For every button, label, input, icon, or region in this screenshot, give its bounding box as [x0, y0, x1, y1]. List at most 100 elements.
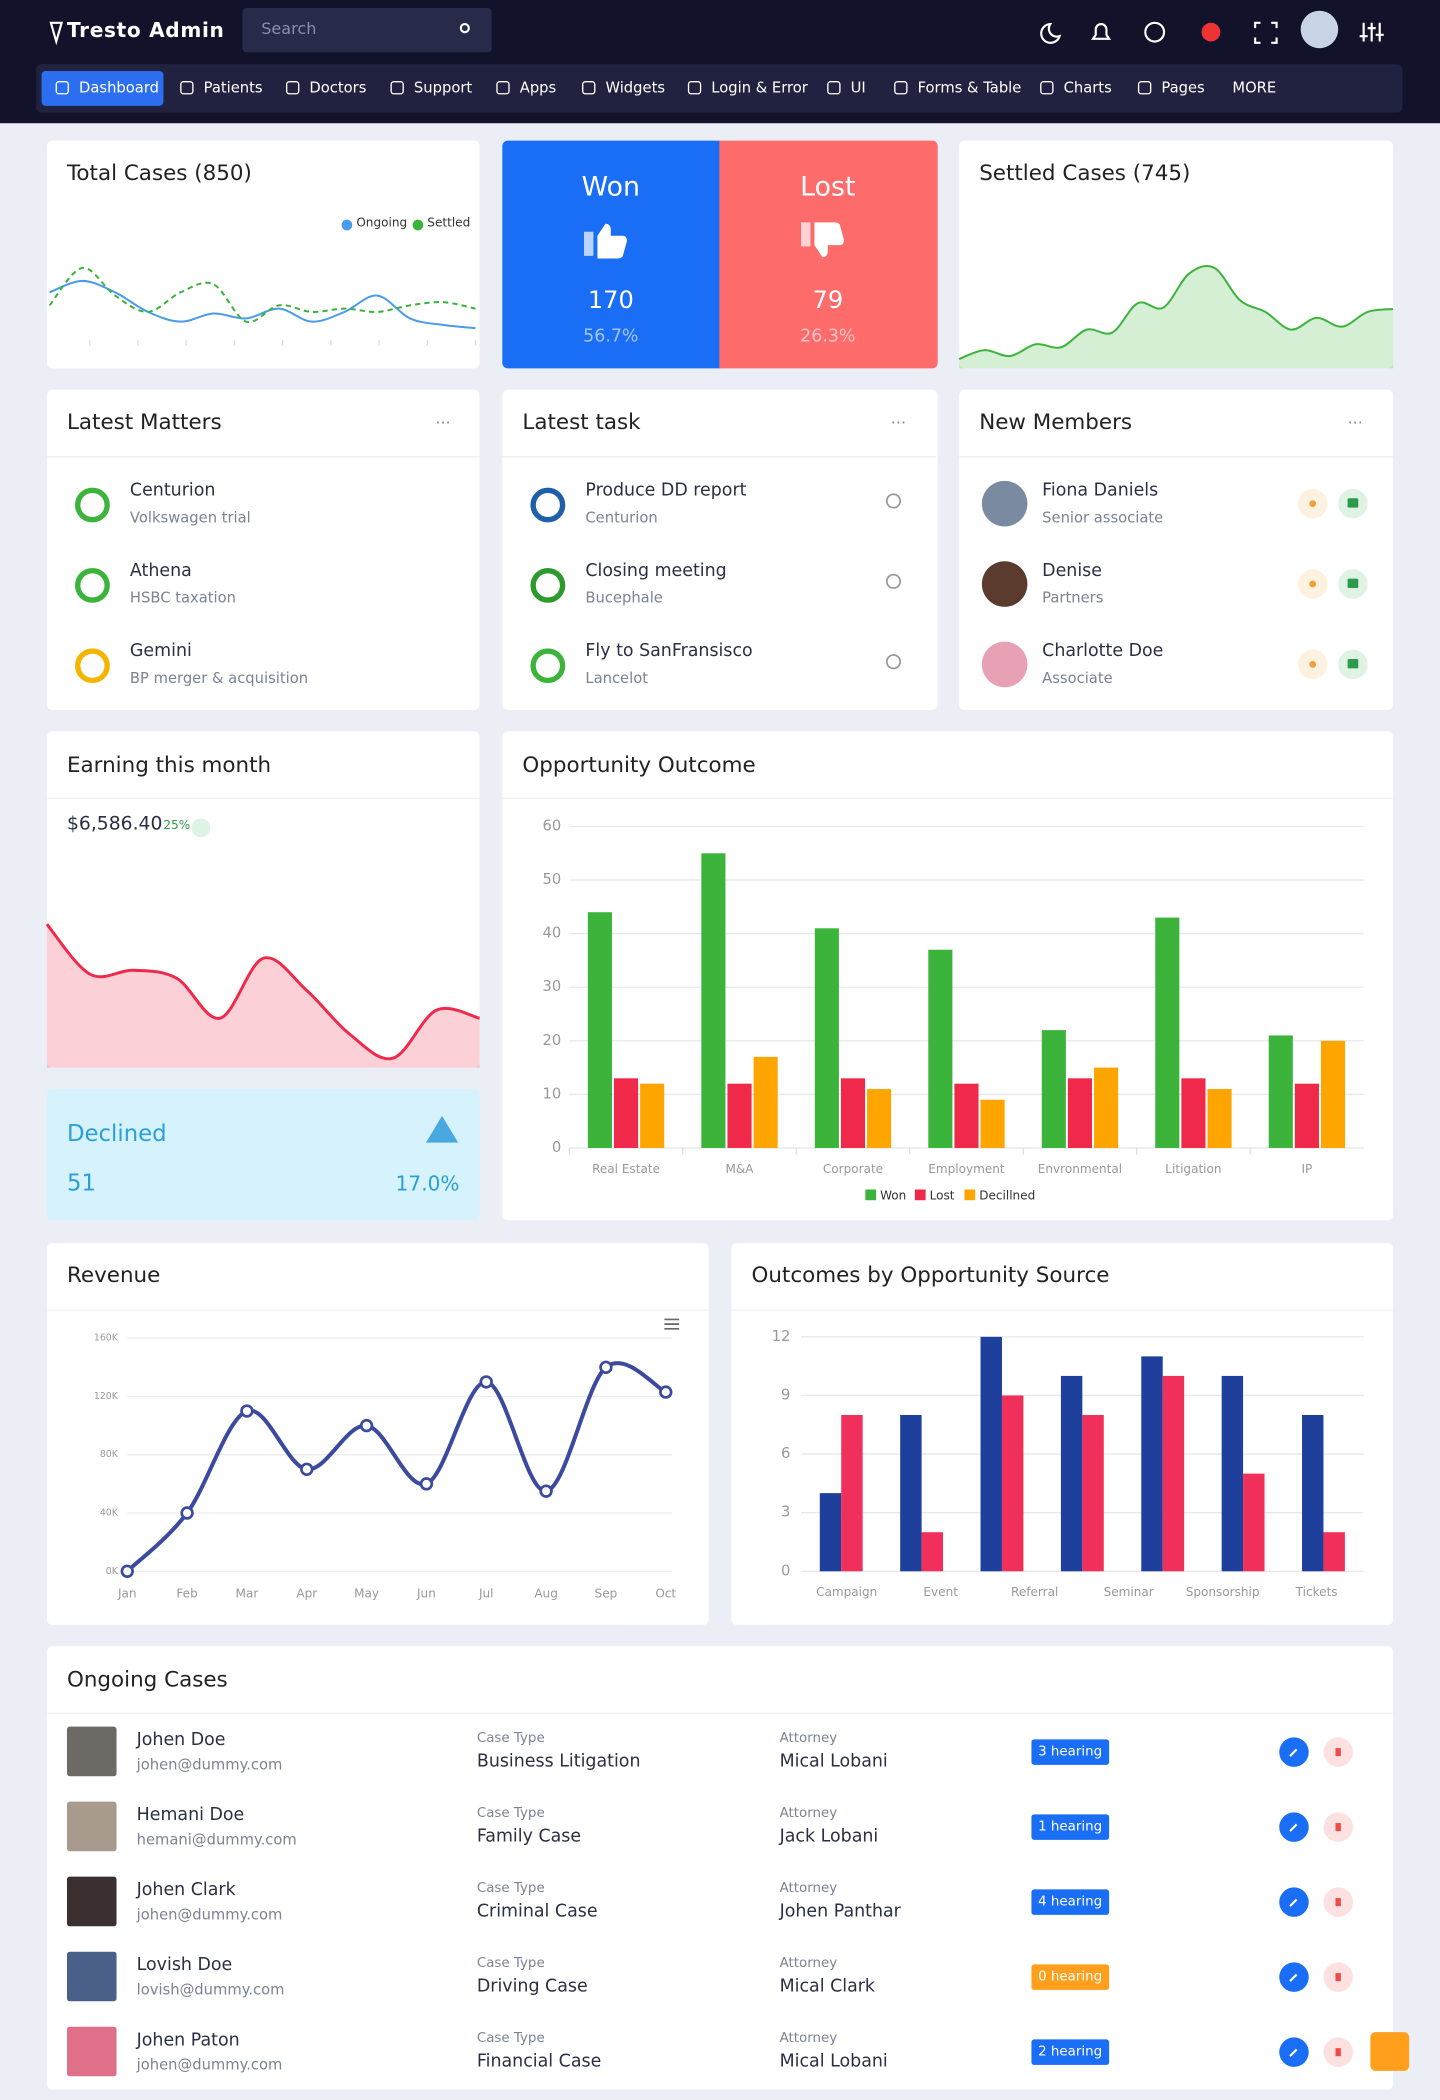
flag-icon[interactable]	[1201, 22, 1221, 42]
stat-label: Won	[581, 170, 640, 203]
item-detail: HSBC taxation	[129, 589, 236, 607]
bar	[1082, 1414, 1104, 1572]
case-type-label: Case Type	[476, 1731, 545, 1747]
nav-item[interactable]: Support	[413, 78, 473, 97]
x-tick-label: Apr	[296, 1587, 317, 1601]
case-type: Business Litigation	[476, 1751, 641, 1772]
client-email: johen@dummy.com	[136, 2056, 283, 2074]
point	[240, 1404, 254, 1418]
nav-item[interactable]: Dashboard	[79, 78, 159, 97]
chat-icon[interactable]	[1144, 21, 1166, 43]
item-detail: Lancelot	[585, 669, 649, 688]
attorney-label: Attorney	[779, 1881, 838, 1897]
stat-count: 170	[587, 286, 634, 315]
x-tick-label: May	[354, 1587, 379, 1601]
delete-icon	[1335, 1748, 1341, 1757]
bar	[727, 1083, 752, 1148]
hearing-badge: 1 hearing	[1031, 1814, 1109, 1840]
hearing-badge: 3 hearing	[1031, 1739, 1109, 1765]
edit-icon	[1289, 1973, 1298, 1982]
area-fill	[959, 265, 1394, 369]
stat-label: Lost	[800, 170, 856, 203]
case-avatar	[66, 1801, 117, 1852]
client-name: Johen Paton	[136, 2030, 240, 2051]
bar	[980, 1099, 1005, 1148]
nav-item[interactable]: Patients	[203, 78, 263, 97]
user-avatar[interactable]	[1300, 10, 1339, 49]
nav-icon	[582, 81, 596, 95]
nav-item[interactable]: Widgets	[605, 78, 666, 97]
bar	[1067, 1078, 1093, 1148]
x-tick-label: Campaign	[816, 1585, 877, 1599]
x-tick-label: Aug	[534, 1587, 558, 1601]
bar	[1141, 1356, 1163, 1572]
stat-percent: 56.7%	[583, 326, 639, 347]
card-title: Earning this month	[66, 751, 272, 778]
point	[120, 1564, 134, 1578]
bar	[1268, 1035, 1293, 1148]
point	[539, 1484, 553, 1498]
stat-percent: 26.3%	[800, 326, 856, 347]
x-tick-label: Seminar	[1104, 1585, 1154, 1599]
nav-item[interactable]: Pages	[1161, 78, 1205, 97]
nav-icon	[285, 81, 300, 95]
y-tick-label: 0K	[106, 1566, 119, 1577]
nav-icon	[894, 81, 908, 95]
case-type-label: Case Type	[476, 1881, 545, 1897]
y-tick-label: 10	[543, 1085, 562, 1102]
card-title: Revenue	[66, 1262, 161, 1288]
attorney: Mical Lobani	[779, 1751, 888, 1772]
bar	[1294, 1083, 1319, 1148]
task-check	[885, 573, 902, 589]
nav-icon	[827, 81, 841, 95]
case-avatar	[66, 2026, 117, 2077]
bar	[819, 1493, 842, 1572]
item-detail: BP merger & acquisition	[129, 669, 309, 688]
nav-item[interactable]: Login & Error	[711, 78, 808, 97]
nav-item[interactable]: Forms & Table	[917, 78, 1022, 97]
fullscreen-icon[interactable]	[1254, 21, 1278, 44]
float-button[interactable]	[1370, 2032, 1410, 2071]
task-check	[885, 493, 902, 509]
client-email: johen@dummy.com	[136, 1906, 283, 1924]
bell-icon[interactable]	[1091, 23, 1112, 40]
attorney-label: Attorney	[779, 1731, 838, 1747]
bar	[841, 1414, 863, 1572]
legend-label: Lost	[930, 1189, 955, 1203]
y-tick-label: 160K	[94, 1333, 119, 1344]
x-tick-label: M&A	[726, 1162, 755, 1176]
nav-item[interactable]: MORE	[1232, 78, 1277, 97]
declined-percent: 17.0%	[395, 1171, 460, 1196]
call-icon	[1309, 661, 1317, 668]
task-card	[502, 389, 938, 710]
item-logo	[530, 567, 566, 603]
case-avatar	[66, 1876, 117, 1927]
search-box[interactable]	[242, 8, 492, 53]
item-logo	[75, 648, 110, 684]
task-check	[885, 654, 902, 670]
nav-item[interactable]: Apps	[519, 78, 557, 97]
y-tick-label: 50	[543, 871, 562, 888]
edit-icon	[1289, 1898, 1298, 1907]
nav-item[interactable]: Doctors	[309, 78, 367, 97]
y-tick-label: 0	[552, 1139, 561, 1156]
call-icon	[1309, 500, 1317, 508]
bar	[840, 1078, 866, 1148]
bar	[587, 912, 612, 1148]
point	[359, 1418, 374, 1433]
more-dots: ···	[1348, 413, 1363, 432]
x-tick-label: Envronmental	[1038, 1162, 1122, 1176]
nav-item[interactable]: UI	[850, 78, 866, 97]
case-type: Financial Case	[476, 2051, 602, 2073]
item-detail: Senior associate	[1042, 508, 1164, 527]
nav-item[interactable]: Charts	[1063, 78, 1112, 97]
nav-bar	[36, 64, 1403, 113]
item-name: Fly to SanFransisco	[585, 641, 753, 662]
legend-swatch	[914, 1189, 926, 1201]
moon-icon[interactable]	[1040, 22, 1062, 44]
settings-icon[interactable]	[1359, 22, 1384, 42]
legend-dot	[341, 219, 353, 231]
bar	[1207, 1089, 1232, 1148]
